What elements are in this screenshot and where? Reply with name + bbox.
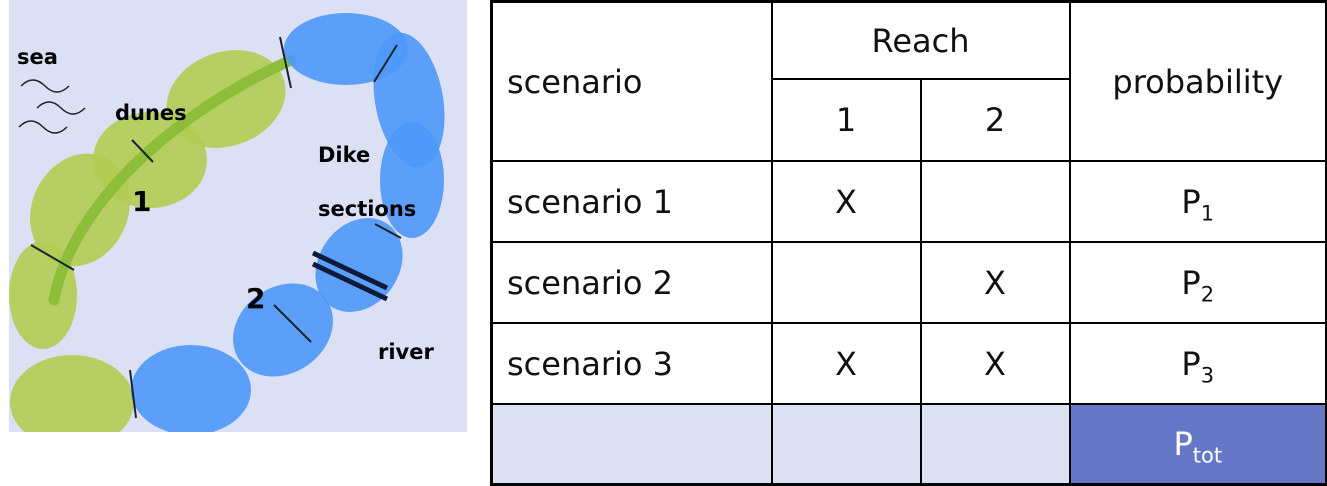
scenario-cell: scenario 3 xyxy=(490,322,773,405)
reach-1-label: 1 xyxy=(132,185,151,218)
dike-sections xyxy=(131,13,445,432)
dike-label: Dike xyxy=(318,143,370,167)
empty-footer-cell xyxy=(919,403,1071,486)
probability-symbol: P xyxy=(1181,344,1201,383)
scenario-header: scenario xyxy=(490,0,773,162)
wave-line xyxy=(36,101,86,115)
sea-label: sea xyxy=(17,45,58,69)
total-probability-subscript: tot xyxy=(1192,443,1223,468)
section-boundaries xyxy=(30,36,402,419)
scenario-probability-table: scenario Reach probability 1 2 scenario … xyxy=(490,0,1327,486)
section-boundary xyxy=(131,139,154,163)
table-subheader-row: 1 2 xyxy=(492,78,1327,162)
empty-footer-cell xyxy=(770,403,922,486)
dike-section xyxy=(233,283,333,377)
dunes-label: dunes xyxy=(115,101,187,125)
section-boundary xyxy=(273,304,312,343)
probability-cell: P1 xyxy=(1068,160,1327,243)
scenario-cell: scenario 1 xyxy=(490,160,773,243)
wave-line xyxy=(18,120,68,134)
wave-line xyxy=(20,79,70,93)
dike-ring-diagram: sea dunes Dike sections river 1 2 xyxy=(9,0,467,432)
reach-2-cell: X xyxy=(919,322,1071,405)
probability-cell: P2 xyxy=(1068,241,1327,324)
probability-subscript: 1 xyxy=(1200,200,1215,225)
table-total-row: Ptot xyxy=(490,403,1327,486)
river-line xyxy=(311,261,389,302)
table-header-row: scenario Reach probability xyxy=(490,0,1327,162)
table-row: scenario 3 X X P3 xyxy=(490,322,1327,405)
dike-section xyxy=(315,218,403,312)
reach-1-cell xyxy=(770,241,922,324)
table-row: scenario 1 X P1 xyxy=(490,160,1327,243)
scenario-cell: scenario 2 xyxy=(490,241,773,324)
total-probability-cell: Ptot xyxy=(1068,403,1327,486)
river-line xyxy=(311,250,389,291)
total-probability-symbol: P xyxy=(1173,425,1193,463)
probability-symbol: P xyxy=(1181,182,1201,221)
river-label: river xyxy=(378,340,434,364)
river-marker xyxy=(311,250,389,302)
reach-1-header: 1 xyxy=(770,78,922,162)
table-row: scenario 2 X P2 xyxy=(490,241,1327,324)
section-boundary xyxy=(129,369,137,419)
section-boundary xyxy=(374,223,402,239)
reach-1-cell: X xyxy=(770,160,922,243)
dune-section xyxy=(10,355,134,432)
dike-section xyxy=(131,345,251,432)
reach-2-cell: X xyxy=(919,241,1071,324)
reach-2-header: 2 xyxy=(919,78,1071,162)
probability-cell: P3 xyxy=(1068,322,1327,405)
probability-subscript: 3 xyxy=(1200,362,1215,387)
dike-section xyxy=(380,122,444,238)
probability-header: probability xyxy=(1068,0,1327,162)
dike-ring-svg: sea dunes Dike sections river 1 2 xyxy=(9,0,467,432)
probability-subscript: 2 xyxy=(1200,281,1215,306)
reach-1-cell: X xyxy=(770,322,922,405)
empty-footer-cell xyxy=(490,403,773,486)
section-boundary xyxy=(373,44,398,83)
dune-crest-line xyxy=(48,54,297,306)
section-boundary xyxy=(279,36,292,89)
reach-2-cell xyxy=(919,160,1071,243)
reach-2-label: 2 xyxy=(246,282,265,315)
sea-waves-icon xyxy=(18,79,86,134)
section-boundary xyxy=(30,244,75,271)
probability-symbol: P xyxy=(1181,263,1201,302)
sections-label: sections xyxy=(318,197,416,221)
reach-header: Reach xyxy=(770,0,1071,80)
